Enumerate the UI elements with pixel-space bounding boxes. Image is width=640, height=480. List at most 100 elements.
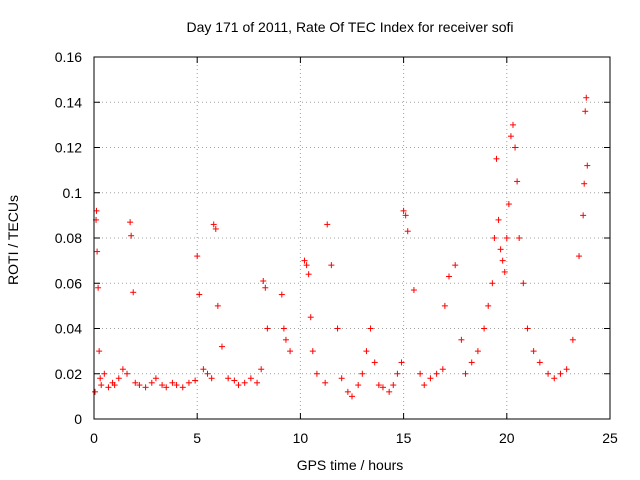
data-point (218, 343, 225, 350)
data-point (92, 388, 99, 395)
data-point (363, 348, 370, 355)
data-point (322, 379, 329, 386)
data-point (410, 287, 417, 294)
data-point (569, 336, 576, 343)
data-point (204, 370, 211, 377)
data-point (433, 370, 440, 377)
data-point (194, 253, 201, 260)
x-tick-label: 10 (293, 430, 309, 446)
data-point (282, 336, 289, 343)
data-point (97, 375, 104, 382)
y-tick-label: 0.16 (55, 49, 82, 65)
data-point (152, 375, 159, 382)
data-point (551, 375, 558, 382)
data-point (507, 133, 514, 140)
data-point (231, 377, 238, 384)
data-point (584, 162, 591, 169)
data-point (262, 284, 269, 291)
data-point (400, 207, 407, 214)
data-point (375, 382, 382, 389)
data-point (452, 262, 459, 269)
data-point (516, 235, 523, 241)
data-point (136, 382, 143, 389)
data-point (301, 257, 308, 264)
axis-ticks: 0 5 10 15 20 25 0 0.02 0.04 0.06 0.08 0.1 0.12 0.14 0.… (55, 49, 618, 446)
data-point (499, 257, 506, 264)
data-point (417, 370, 424, 377)
data-point (258, 366, 265, 373)
data-point (514, 178, 521, 185)
y-tick-label: 0.12 (55, 140, 82, 156)
data-point (324, 221, 331, 228)
data-point (359, 370, 366, 377)
data-point (264, 325, 271, 332)
data-point (503, 235, 510, 241)
data-point (119, 366, 126, 373)
data-point (349, 393, 355, 400)
plot-frame (93, 56, 611, 420)
data-point (576, 253, 583, 260)
data-point (501, 268, 508, 275)
data-point (509, 121, 516, 128)
data-point (474, 348, 481, 355)
data-point (142, 384, 149, 391)
y-tick-label: 0 (74, 411, 82, 427)
data-point (489, 280, 496, 287)
data-point (427, 375, 434, 382)
data-point (148, 379, 155, 386)
data-point (402, 212, 409, 219)
data-point (303, 262, 310, 269)
data-point (344, 388, 351, 395)
data-point (214, 302, 221, 309)
data-point (313, 370, 320, 377)
grid-lines (94, 57, 610, 419)
data-point (115, 375, 122, 382)
data-point (260, 277, 267, 284)
data-point (163, 384, 170, 391)
data-point (210, 221, 217, 228)
data-point (307, 314, 314, 321)
data-point (287, 348, 294, 355)
data-point (334, 325, 341, 332)
y-tick-label: 0.02 (55, 366, 82, 382)
data-point (200, 366, 207, 373)
data-point (130, 289, 137, 296)
data-point (127, 219, 134, 226)
data-point (536, 359, 543, 366)
data-point (225, 375, 232, 382)
data-point (280, 325, 287, 332)
x-tick-label: 25 (602, 430, 618, 446)
data-point (530, 348, 537, 355)
y-tick-label: 0.1 (63, 185, 83, 201)
x-tick-label: 15 (396, 430, 412, 446)
data-point (446, 273, 453, 280)
data-point (355, 382, 362, 389)
data-point (583, 94, 590, 101)
data-point (309, 348, 316, 355)
data-point (169, 379, 176, 386)
x-tick-label: 0 (90, 430, 98, 446)
data-point (254, 379, 261, 386)
data-point (95, 284, 102, 291)
data-point (557, 370, 564, 377)
data-point (208, 375, 215, 382)
data-point (98, 382, 105, 389)
data-point (497, 246, 504, 253)
data-point (185, 379, 192, 386)
data-point (491, 235, 498, 241)
data-point (458, 336, 465, 343)
data-point (105, 384, 112, 391)
data-point (404, 228, 411, 235)
x-axis-label: GPS time / hours (297, 457, 404, 473)
data-point (505, 201, 512, 208)
y-tick-label: 0.04 (55, 321, 82, 337)
data-point (96, 348, 103, 355)
data-point (390, 382, 397, 389)
data-point (398, 359, 405, 366)
data-point (247, 375, 254, 382)
data-point (441, 302, 448, 309)
data-point (94, 248, 101, 255)
data-point (371, 359, 378, 366)
data-point (179, 384, 186, 391)
